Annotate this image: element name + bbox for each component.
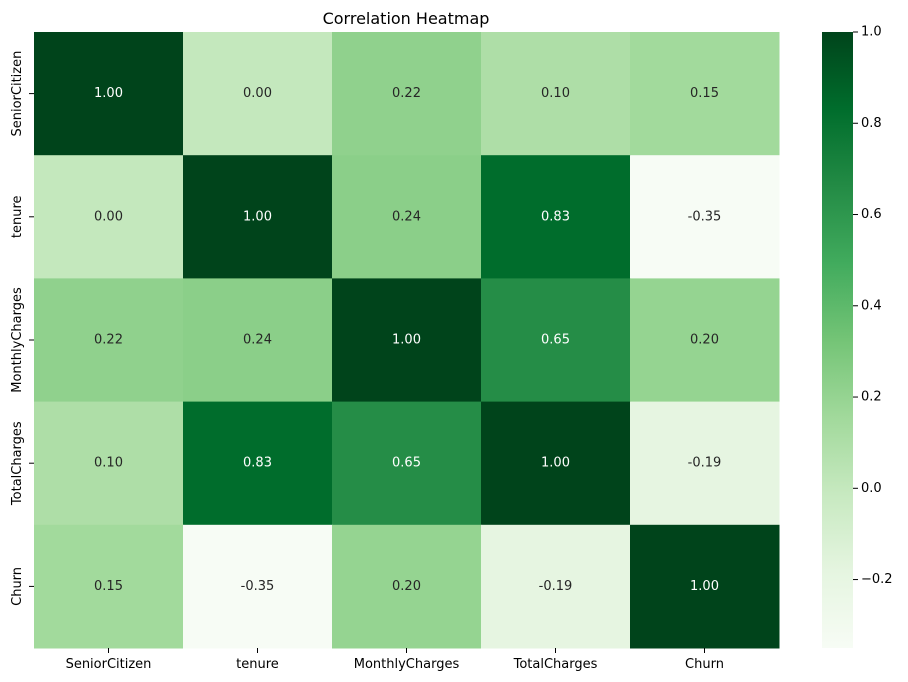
heatmap-cells: 1.00 0.00 0.22 0.10 0.15 0.00 1.00 0.24 0.83 -0.3… <box>34 32 780 649</box>
heatmap-cell <box>34 401 184 526</box>
cell-value-label: 0.00 <box>243 86 272 101</box>
cell-value-label: 0.24 <box>392 209 421 224</box>
colorbar-tick-label: 0.4 <box>861 298 882 313</box>
heatmap-cell <box>183 524 333 649</box>
heatmap-cell <box>481 155 631 279</box>
cell-value-label: 0.15 <box>94 579 123 594</box>
x-tick-label: tenure <box>236 657 279 672</box>
heatmap-cell <box>630 155 780 279</box>
y-tick-label: TotalCharges <box>10 421 25 506</box>
cell-value-label: 0.15 <box>690 86 719 101</box>
cell-value-label: -0.19 <box>688 456 722 471</box>
heatmap-cell <box>34 32 184 156</box>
heatmap-cell <box>34 155 184 279</box>
cell-value-label: 0.22 <box>392 86 421 101</box>
colorbar-tick-label: −0.2 <box>861 572 893 587</box>
cell-value-label: 0.10 <box>541 86 570 101</box>
heatmap-cell <box>332 155 482 279</box>
cell-value-label: 0.20 <box>690 333 719 348</box>
colorbar-gradient <box>822 32 853 648</box>
colorbar-tick-label: 0.2 <box>861 390 882 405</box>
heatmap-cell <box>630 278 780 403</box>
heatmap-cell <box>332 524 482 649</box>
heatmap-cell <box>332 278 482 403</box>
y-tick-label: tenure <box>10 195 25 238</box>
cell-value-label: 1.00 <box>243 209 272 224</box>
heatmap-cell <box>183 278 333 403</box>
heatmap-cell <box>630 32 780 156</box>
heatmap-cell <box>183 401 333 526</box>
cell-value-label: 0.20 <box>392 579 421 594</box>
cell-value-label: -0.35 <box>688 209 722 224</box>
cell-value-label: 0.83 <box>243 456 272 471</box>
cell-value-label: 0.65 <box>541 333 570 348</box>
x-axis: SeniorCitizen tenure MonthlyCharges TotalCh… <box>66 648 724 672</box>
cell-value-label: 0.10 <box>94 456 123 471</box>
cell-value-label: -0.35 <box>241 579 275 594</box>
heatmap-cell <box>183 32 333 156</box>
x-tick-label: TotalCharges <box>513 657 598 672</box>
colorbar-tick-label: 0.0 <box>861 481 882 496</box>
cell-value-label: 0.65 <box>392 456 421 471</box>
y-tick-label: Churn <box>10 567 25 606</box>
colorbar-tick-label: 0.8 <box>861 116 882 131</box>
heatmap-cell <box>481 401 631 526</box>
heatmap-cell <box>332 401 482 526</box>
heatmap-cell <box>34 524 184 649</box>
x-tick-label: Churn <box>685 657 724 672</box>
heatmap-cell <box>332 32 482 156</box>
cell-value-label: 1.00 <box>94 86 123 101</box>
cell-value-label: 1.00 <box>541 456 570 471</box>
heatmap-cell <box>183 155 333 279</box>
cell-value-label: 0.83 <box>541 209 570 224</box>
heatmap-cell <box>481 524 631 649</box>
cell-value-label: 0.24 <box>243 333 272 348</box>
heatmap-cell <box>630 524 780 649</box>
colorbar-tick-label: 0.6 <box>861 207 882 222</box>
heatmap-cell <box>481 278 631 403</box>
cell-value-label: 0.00 <box>94 209 123 224</box>
cell-value-label: 1.00 <box>392 333 421 348</box>
chart-title: Correlation Heatmap <box>323 9 490 28</box>
cell-value-label: 0.22 <box>94 333 123 348</box>
colorbar-tick-label: 1.0 <box>861 25 882 40</box>
cell-value-label: -0.19 <box>539 579 573 594</box>
heatmap-cell <box>630 401 780 526</box>
heatmap-cell <box>34 278 184 403</box>
y-tick-label: SeniorCitizen <box>10 51 25 137</box>
x-tick-label: SeniorCitizen <box>66 657 152 672</box>
cell-value-label: 1.00 <box>690 579 719 594</box>
x-tick-label: MonthlyCharges <box>354 657 460 672</box>
colorbar: 1.0 0.8 0.6 0.4 0.2 0.0 −0.2 <box>822 25 893 648</box>
heatmap-cell <box>481 32 631 156</box>
y-tick-label: MonthlyCharges <box>10 287 25 393</box>
y-axis: SeniorCitizen tenure MonthlyCharges TotalCh… <box>10 51 34 606</box>
